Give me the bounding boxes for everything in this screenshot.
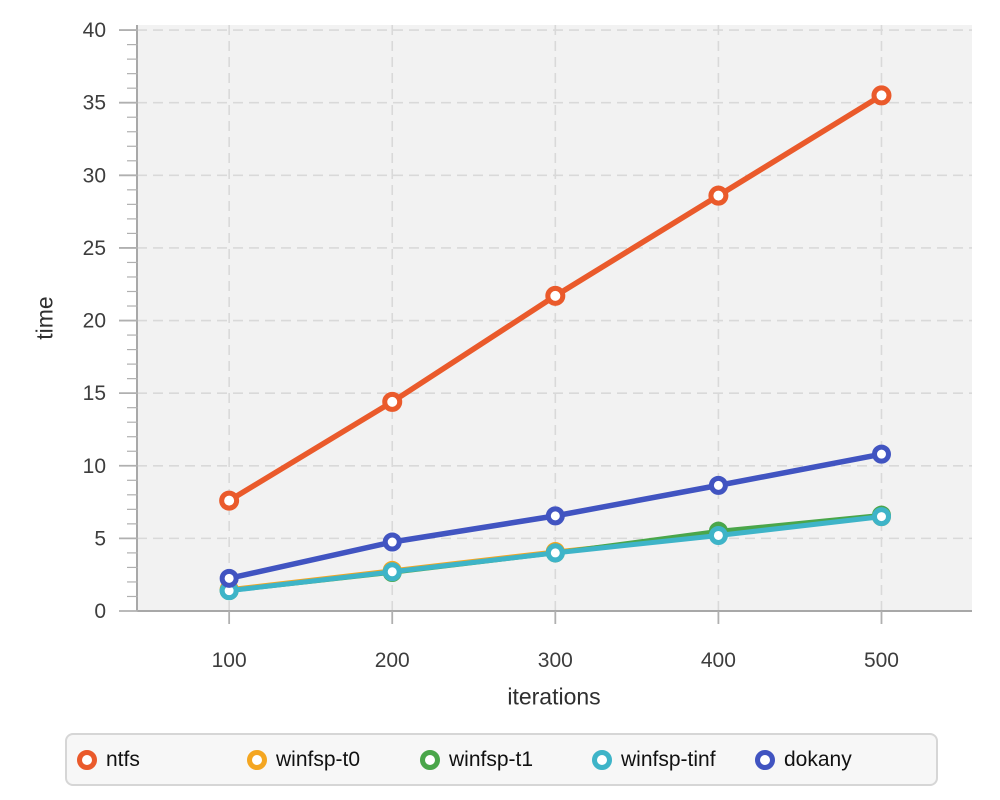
legend-label: winfsp-tinf: [621, 747, 716, 771]
x-tick-label: 200: [375, 649, 410, 672]
series-marker-ntfs: [545, 285, 566, 306]
legend-item-winfsp-t0[interactable]: winfsp-t0: [247, 748, 360, 772]
y-tick-label: 35: [83, 92, 106, 115]
x-tick-label: 500: [864, 649, 899, 672]
legend-label: winfsp-t1: [449, 747, 534, 771]
y-tick-label: 20: [83, 310, 106, 333]
series-marker-winfsp-tinf: [382, 562, 402, 582]
series-marker-dokany: [708, 475, 728, 495]
legend: ntfs winfsp-t0 winfsp-t1 winfsp-tinf dokany: [65, 733, 938, 786]
legend-marker-icon: [420, 749, 440, 770]
legend-label: dokany: [784, 747, 852, 771]
series-marker-ntfs: [871, 85, 892, 106]
series-marker-ntfs: [382, 391, 403, 412]
legend-marker-icon: [247, 749, 267, 770]
x-tick-label: 400: [701, 649, 736, 672]
legend-marker-icon: [592, 749, 612, 770]
series-marker-winfsp-tinf: [545, 543, 565, 563]
x-tick-label: 300: [538, 649, 573, 672]
legend-marker-icon: [755, 749, 775, 770]
y-tick-label: 0: [94, 600, 106, 623]
legend-item-winfsp-tinf[interactable]: winfsp-tinf: [592, 748, 716, 772]
y-axis-title: time: [31, 296, 58, 340]
legend-item-winfsp-t1[interactable]: winfsp-t1: [420, 748, 533, 772]
legend-label: winfsp-t0: [276, 747, 361, 771]
x-tick-label: 100: [212, 649, 247, 672]
series-marker-dokany: [545, 506, 565, 526]
legend-item-dokany[interactable]: dokany: [755, 748, 852, 772]
legend-item-ntfs[interactable]: ntfs: [77, 748, 140, 772]
legend-marker-icon: [77, 749, 97, 770]
series-marker-winfsp-tinf: [708, 525, 728, 545]
y-tick-label: 5: [94, 527, 106, 550]
series-marker-ntfs: [708, 185, 729, 206]
y-tick-label: 30: [83, 164, 106, 187]
series-marker-winfsp-tinf: [871, 507, 891, 527]
y-tick-label: 25: [83, 237, 106, 260]
legend-label: ntfs: [106, 747, 140, 771]
series-marker-dokany: [871, 444, 891, 464]
series-marker-dokany: [382, 532, 402, 552]
y-tick-label: 40: [83, 19, 106, 42]
series-marker-ntfs: [219, 490, 240, 511]
series-marker-dokany: [219, 568, 239, 588]
y-tick-label: 10: [83, 455, 106, 478]
y-tick-label: 15: [83, 382, 106, 405]
x-axis-title: iterations: [507, 683, 601, 710]
